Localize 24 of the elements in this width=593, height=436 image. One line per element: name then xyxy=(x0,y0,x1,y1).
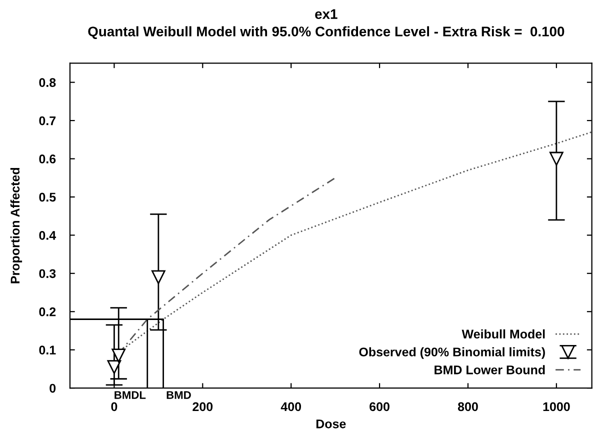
y-tick-label: 0 xyxy=(50,384,56,393)
x-tick-label: 0 xyxy=(111,402,118,412)
y-tick-label: 0.5 xyxy=(39,192,56,202)
x-tick-label: 600 xyxy=(370,402,390,412)
y-tick-label: 0.7 xyxy=(39,116,56,126)
y-tick-label: 0.8 xyxy=(39,78,56,87)
y-tick-label: 0.4 xyxy=(39,230,56,240)
legend-label: Observed (90% Binomial limits) xyxy=(359,347,545,359)
x-tick-label: 800 xyxy=(458,402,478,412)
y-tick-label: 0.1 xyxy=(39,346,56,354)
x-axis-title: Dose xyxy=(316,420,346,428)
chart-subtitle: Quantal Weibull Model with 95.0% Confidence Level - Extra Risk = 0.100 xyxy=(88,26,564,40)
annotation: BMD xyxy=(166,391,191,399)
x-tick-label: 1000 xyxy=(543,402,570,412)
annotation: BMDL xyxy=(114,391,146,399)
y-tick-label: 0.2 xyxy=(39,307,56,316)
y-tick-label: 0.6 xyxy=(39,154,56,164)
chart-title: ex1 xyxy=(315,9,338,19)
legend-label: BMD Lower Bound xyxy=(434,365,545,374)
x-tick-label: 200 xyxy=(192,402,213,412)
legend-label: Weibull Model xyxy=(462,329,545,339)
y-axis-title: Proportion Affected xyxy=(10,168,22,284)
y-tick-label: 0.3 xyxy=(39,269,56,278)
x-tick-label: 400 xyxy=(280,402,302,412)
